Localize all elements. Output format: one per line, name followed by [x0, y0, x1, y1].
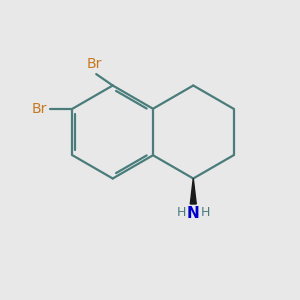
Text: Br: Br — [32, 102, 47, 116]
Polygon shape — [190, 178, 196, 204]
Text: H: H — [177, 206, 186, 220]
Text: Br: Br — [86, 56, 101, 70]
Text: H: H — [201, 206, 210, 220]
Text: N: N — [187, 206, 200, 220]
